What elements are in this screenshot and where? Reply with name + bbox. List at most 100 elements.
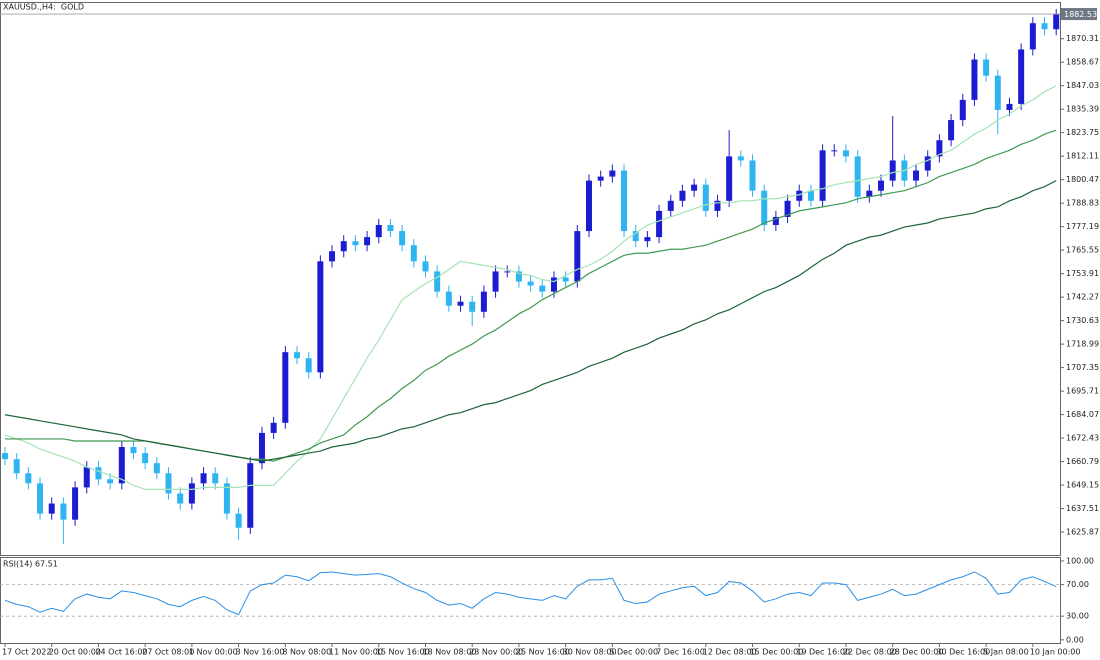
y-tick-label: 1695.71 xyxy=(1066,387,1099,396)
indicator-line xyxy=(4,571,1057,616)
candle-body xyxy=(445,291,452,306)
candle-body xyxy=(13,459,20,474)
candle-body xyxy=(597,176,604,181)
candle-body xyxy=(971,59,978,100)
candle-body xyxy=(632,231,639,242)
candle-body xyxy=(247,463,254,528)
x-tick-label: 27 Oct 08:00 xyxy=(142,648,194,657)
y-tick-label: 1672.43 xyxy=(1066,434,1099,443)
x-tick-label: 8 Nov 08:00 xyxy=(282,648,331,657)
candle-body xyxy=(1041,23,1048,30)
y-tick-label: 0.00 xyxy=(1066,635,1084,644)
candle-body xyxy=(621,170,628,232)
candle-body xyxy=(329,251,336,262)
candle-body xyxy=(586,180,592,232)
y-tick-label: 1637.51 xyxy=(1066,504,1099,513)
candle-body xyxy=(434,271,441,292)
candle-body xyxy=(118,447,125,484)
candle-body xyxy=(854,156,861,197)
candle-body xyxy=(25,473,32,484)
candle-body xyxy=(878,180,884,191)
indicator-title: RSI(14) 67.51 xyxy=(3,560,58,569)
candle-body xyxy=(422,261,429,272)
candle-body xyxy=(784,200,791,217)
y-tick-label: 1730.63 xyxy=(1066,316,1099,325)
candle-body xyxy=(153,463,160,474)
candle-body xyxy=(37,483,44,514)
x-tick-label: 20 Oct 00:00 xyxy=(49,648,101,657)
y-tick-label: 1858.67 xyxy=(1066,58,1099,67)
candle-body xyxy=(258,432,265,464)
candle-body xyxy=(691,184,698,191)
candle-body xyxy=(2,453,8,460)
candle-body xyxy=(107,479,114,484)
candle-body xyxy=(410,245,417,262)
candle-body xyxy=(527,281,534,286)
candle-body xyxy=(550,277,557,292)
y-tick-label: 1660.79 xyxy=(1066,457,1099,466)
y-tick-label: 1753.91 xyxy=(1066,269,1099,278)
candle-body xyxy=(842,150,849,157)
candle-body xyxy=(702,184,709,211)
candle-body xyxy=(679,190,686,201)
y-tick-label: 70.00 xyxy=(1066,580,1089,589)
candle-body xyxy=(1006,103,1013,110)
y-tick-label: 30.00 xyxy=(1066,612,1089,621)
candle-body xyxy=(924,156,931,171)
x-tick-label: 17 Oct 2022 xyxy=(2,648,51,657)
candle-body xyxy=(796,190,803,201)
y-tick-label: 1777.19 xyxy=(1066,222,1099,231)
candle-body xyxy=(562,277,569,282)
candle-body xyxy=(142,453,149,464)
y-tick-label: 1788.83 xyxy=(1066,199,1099,208)
x-tick-label: 30 Nov 08:00 xyxy=(563,648,617,657)
chart-title: XAUUSD.,H4: GOLD xyxy=(3,3,84,12)
candle-body xyxy=(807,190,814,201)
y-tick-label: 1707.35 xyxy=(1066,363,1099,372)
candle-body xyxy=(375,225,382,238)
moving-average xyxy=(4,85,1057,491)
candle-body xyxy=(889,160,896,181)
x-tick-label: 24 Oct 16:00 xyxy=(95,648,147,657)
candle-body xyxy=(726,156,733,201)
moving-average xyxy=(4,180,1057,462)
x-tick-label: 7 Dec 16:00 xyxy=(656,648,705,657)
x-tick-label: 22 Dec 08:00 xyxy=(843,648,897,657)
last-price-label: 1882.53 xyxy=(1064,10,1097,19)
candle-body xyxy=(95,467,102,480)
candle-body xyxy=(457,301,464,306)
candle-body xyxy=(294,352,300,359)
candle-body xyxy=(913,170,920,181)
candle-body xyxy=(270,422,277,433)
y-tick-label: 1625.87 xyxy=(1066,528,1099,537)
candle-body xyxy=(200,473,207,484)
x-tick-label: 30 Dec 16:00 xyxy=(936,648,990,657)
candle-body xyxy=(1018,49,1025,104)
y-tick-label: 1847.03 xyxy=(1066,81,1099,90)
y-tick-label: 1765.55 xyxy=(1066,246,1099,255)
x-tick-label: 10 Jan 00:00 xyxy=(1030,648,1081,657)
y-tick-label: 1742.27 xyxy=(1066,293,1099,302)
candle-body xyxy=(223,483,230,514)
candle-body xyxy=(1029,23,1036,50)
candle-body xyxy=(574,231,581,282)
candle-body xyxy=(72,487,79,520)
x-tick-label: 12 Dec 08:00 xyxy=(703,648,757,657)
x-tick-label: 19 Dec 16:00 xyxy=(796,648,850,657)
candle-body xyxy=(480,291,487,312)
candle-body xyxy=(667,200,674,211)
candle-body xyxy=(399,231,406,246)
candle-body xyxy=(644,237,651,242)
x-tick-label: 23 Nov 00:00 xyxy=(469,648,523,657)
candle-body xyxy=(994,75,1001,110)
price-panel-frame xyxy=(0,2,1061,556)
candle-body xyxy=(340,241,347,252)
x-tick-label: 25 Nov 16:00 xyxy=(516,648,570,657)
candle-body xyxy=(469,301,476,312)
candle-body xyxy=(737,156,744,161)
candle-body xyxy=(504,271,511,273)
candle-body xyxy=(212,473,219,484)
y-tick-label: 1649.15 xyxy=(1066,481,1099,490)
y-tick-label: 1823.75 xyxy=(1066,128,1099,137)
